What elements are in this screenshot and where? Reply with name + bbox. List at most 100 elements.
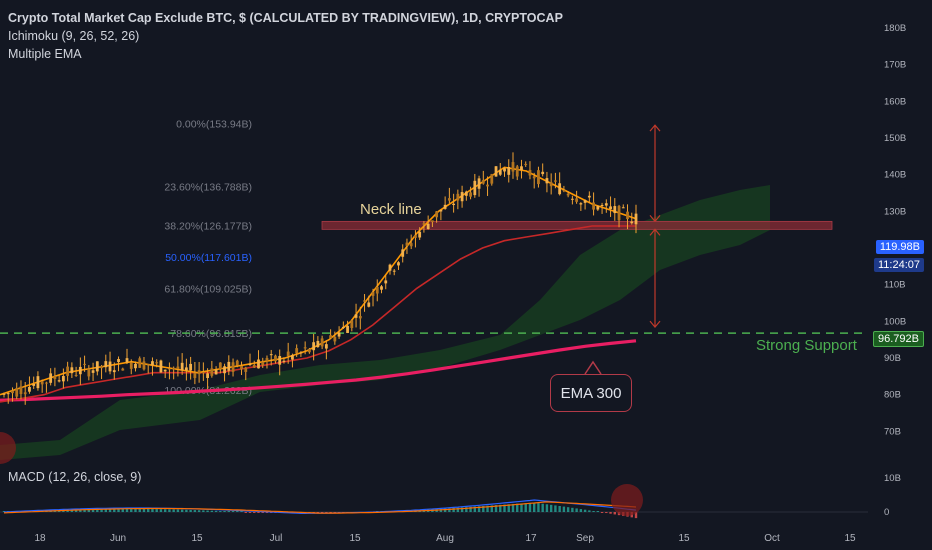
candle-body <box>511 162 515 172</box>
candle-body <box>184 367 188 371</box>
macd-histogram-bar <box>79 509 82 512</box>
x-tick-label: 17 <box>525 533 537 544</box>
y-tick-label: 150B <box>884 133 906 144</box>
candle-body <box>617 205 621 221</box>
candle-body <box>358 316 362 319</box>
macd-histogram-bar <box>486 505 489 512</box>
candle-body <box>91 370 95 373</box>
macd-histogram-bar <box>490 505 493 512</box>
candle-body <box>61 376 65 382</box>
candle-body <box>587 195 591 198</box>
arrow-head <box>649 124 661 132</box>
macd-histogram-bar <box>219 511 222 512</box>
macd-histogram-bar <box>533 502 536 512</box>
candle-body <box>320 338 324 347</box>
strong-support-label: Strong Support <box>756 337 857 354</box>
candle-body <box>583 200 587 203</box>
candle-body <box>129 362 133 369</box>
last-price-tag: 119.98B <box>875 240 924 254</box>
y-tick-label: 70B <box>884 426 901 437</box>
macd-histogram-bar <box>460 507 464 512</box>
candle-body <box>240 365 243 370</box>
x-tick-label: 15 <box>191 533 203 544</box>
macd-histogram-bar <box>596 511 600 512</box>
x-tick-label: Aug <box>436 533 454 544</box>
candle-body <box>53 376 57 380</box>
candle-body <box>78 366 82 375</box>
candle-body <box>596 206 600 210</box>
candle-body <box>66 366 70 376</box>
macd-histogram-bar <box>634 512 638 519</box>
macd-histogram-bar <box>87 509 91 512</box>
macd-indicator-label[interactable]: MACD (12, 26, close, 9) <box>8 470 142 484</box>
macd-histogram-bar <box>193 510 197 512</box>
candle-body <box>545 178 549 184</box>
neck-line-band <box>321 220 833 230</box>
candle-body <box>405 242 409 246</box>
ichimoku-indicator-label[interactable]: Ichimoku (9, 26, 52, 26) <box>8 29 140 43</box>
candle-body <box>40 381 44 385</box>
candle-body <box>486 184 489 187</box>
candle-body <box>384 280 388 284</box>
candle-body <box>218 362 222 370</box>
candle-body <box>282 360 286 362</box>
candle-body <box>274 355 277 362</box>
candle-body <box>613 206 617 214</box>
macd-histogram-bar <box>163 509 167 512</box>
macd-histogram-bar <box>566 507 570 512</box>
ema-mid-line <box>0 225 636 403</box>
macd-histogram-bar <box>257 512 260 513</box>
macd-histogram-bar <box>583 509 587 512</box>
candle-body <box>223 366 226 374</box>
candle-body <box>278 356 282 365</box>
macd-histogram-bar <box>477 506 481 512</box>
macd-histogram-bar <box>600 512 604 513</box>
candle-body <box>473 180 477 196</box>
candle-body <box>477 178 481 189</box>
candle-body <box>397 262 400 266</box>
candle-body <box>74 375 78 377</box>
macd-histogram-bar <box>206 510 209 512</box>
candle-body <box>414 235 417 238</box>
macd-histogram-bar <box>549 504 553 512</box>
macd-histogram-bar <box>571 507 574 512</box>
x-tick-label: Jul <box>270 533 283 544</box>
macd-histogram-bar <box>104 508 107 512</box>
candle-body <box>252 364 256 368</box>
macd-histogram-bar <box>180 509 184 512</box>
candle-body <box>299 352 303 354</box>
candle-body <box>155 362 159 364</box>
x-tick-label: 15 <box>844 533 856 544</box>
macd-histogram-bar <box>113 508 116 512</box>
x-tick-label: Oct <box>764 533 780 544</box>
candle-body <box>431 220 434 223</box>
candle-body <box>600 204 604 206</box>
macd-histogram-bar <box>108 508 112 512</box>
candle-body <box>70 367 74 374</box>
fib-label: 50.00%(117.601B) <box>165 252 252 264</box>
y-tick-label: 100B <box>884 316 906 327</box>
macd-histogram-bar <box>91 509 95 512</box>
candle-body <box>367 302 371 307</box>
candle-body <box>447 198 451 201</box>
macd-histogram-bar <box>265 512 269 513</box>
candle-body <box>138 358 142 368</box>
macd-histogram-bar <box>240 511 243 512</box>
macd-histogram-bar <box>96 508 99 512</box>
candle-body <box>604 203 608 206</box>
macd-histogram-bar <box>253 512 256 513</box>
signal-line <box>3 501 637 514</box>
candle-body <box>524 163 528 166</box>
candle-body <box>125 358 129 363</box>
candle-body <box>146 364 150 366</box>
candle-body <box>303 347 307 349</box>
symbol-title[interactable]: Crypto Total Market Cap Exclude BTC, $ (… <box>8 11 563 25</box>
candle-body <box>28 386 31 392</box>
candle-body <box>337 332 341 337</box>
y-tick-label: 140B <box>884 170 906 181</box>
candle-body <box>231 362 235 372</box>
candle-body <box>626 211 629 220</box>
multiple-ema-indicator-label[interactable]: Multiple EMA <box>8 47 82 61</box>
candle-body <box>363 300 366 302</box>
